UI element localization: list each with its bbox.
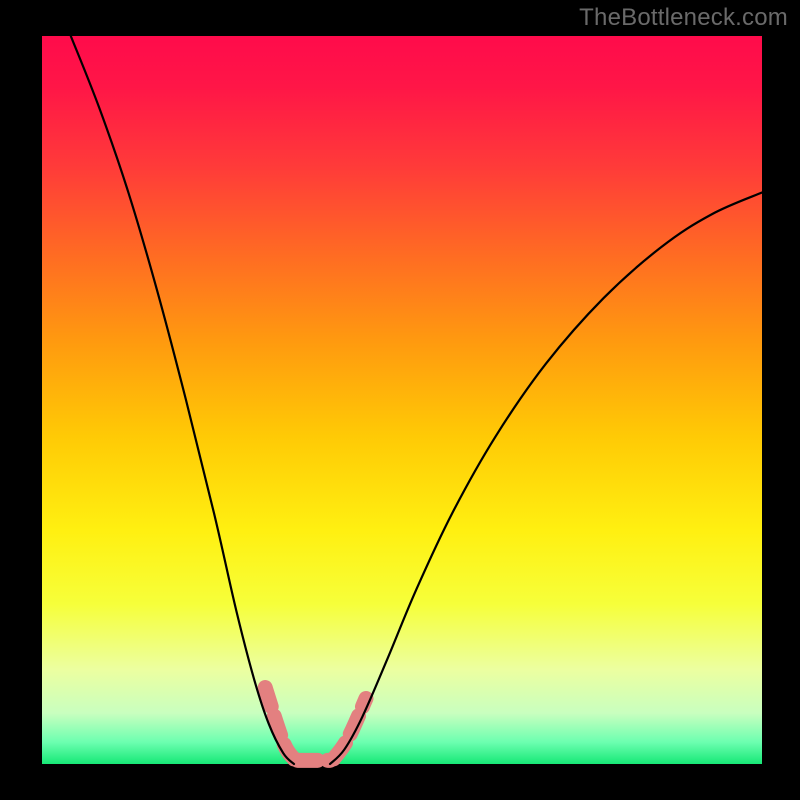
watermark-text: TheBottleneck.com: [579, 4, 788, 32]
curve-right-branch: [330, 193, 762, 764]
valley-marker-2: [334, 698, 366, 758]
curve-layer: [42, 36, 762, 764]
curve-left-branch: [71, 36, 294, 764]
plot-area: [42, 36, 762, 764]
